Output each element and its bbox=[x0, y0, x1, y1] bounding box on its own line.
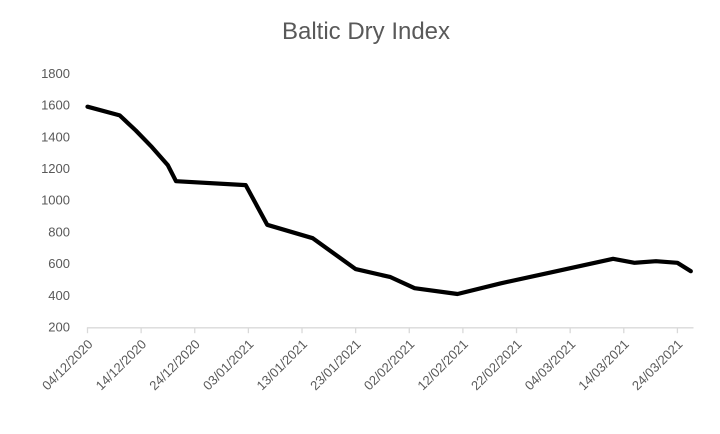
y-axis-label: 1000 bbox=[41, 193, 70, 208]
x-axis-label: 14/12/2020 bbox=[93, 337, 150, 394]
x-axis-label: 02/02/2021 bbox=[361, 337, 418, 394]
x-axis-label: 24/12/2020 bbox=[146, 337, 203, 394]
y-axis-label: 1800 bbox=[41, 66, 70, 81]
x-axis-label: 12/02/2021 bbox=[414, 337, 471, 394]
y-axis-label: 1200 bbox=[41, 161, 70, 176]
chart-title: Baltic Dry Index bbox=[281, 18, 451, 45]
x-axis-label: 14/03/2021 bbox=[575, 337, 632, 394]
x-axis-label: 04/12/2020 bbox=[39, 337, 96, 394]
x-axis-label: 13/01/2021 bbox=[253, 337, 310, 394]
x-axis-label: 04/03/2021 bbox=[522, 337, 579, 394]
y-axis-label: 600 bbox=[48, 256, 70, 271]
y-axis-label: 1400 bbox=[41, 129, 70, 144]
series-line-baltic-dry-index bbox=[85, 104, 693, 297]
y-axis-label: 400 bbox=[48, 288, 70, 303]
y-axis-label: 800 bbox=[48, 224, 70, 239]
y-axis-label: 200 bbox=[48, 320, 70, 335]
x-axis-label: 03/01/2021 bbox=[200, 337, 257, 394]
x-axis-label: 23/01/2021 bbox=[307, 337, 364, 394]
x-axis-label: 22/02/2021 bbox=[468, 337, 525, 394]
x-axis-label: 24/03/2021 bbox=[629, 337, 686, 394]
y-axis-label: 1600 bbox=[41, 98, 70, 113]
